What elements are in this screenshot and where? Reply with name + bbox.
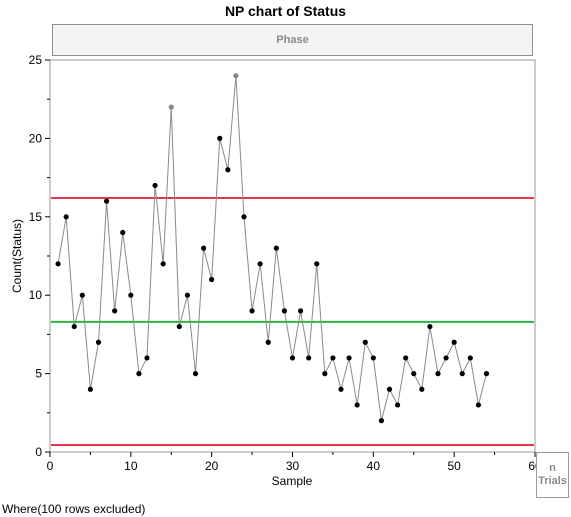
data-point xyxy=(459,371,465,377)
n-trials-label-n: n xyxy=(549,462,556,474)
y-tick-label: 20 xyxy=(29,131,43,145)
y-tick-label: 10 xyxy=(29,288,43,302)
data-point xyxy=(378,418,385,424)
data-point xyxy=(103,198,110,204)
data-point xyxy=(241,214,247,220)
data-point xyxy=(314,261,320,267)
data-point xyxy=(451,339,457,345)
data-point xyxy=(63,214,69,220)
data-point xyxy=(386,386,393,392)
data-point xyxy=(184,292,191,298)
data-point xyxy=(427,323,433,330)
data-point xyxy=(200,245,207,251)
x-tick-label: 30 xyxy=(286,459,300,473)
data-point xyxy=(281,308,288,314)
y-tick-label: 15 xyxy=(29,210,43,224)
y-tick-label: 5 xyxy=(35,367,42,381)
rows-excluded-note: Where(100 rows excluded) xyxy=(2,502,146,516)
data-point xyxy=(79,292,85,298)
phase-label: Phase xyxy=(276,34,309,46)
data-point xyxy=(176,323,182,330)
data-point xyxy=(394,402,401,408)
data-point xyxy=(217,135,223,141)
n-trials-label-trials: Trials xyxy=(538,475,567,487)
data-point xyxy=(144,355,150,361)
data-point-out-of-control xyxy=(233,73,239,79)
data-point xyxy=(112,308,118,314)
data-point xyxy=(475,402,482,408)
y-tick-label: 0 xyxy=(35,445,42,459)
data-point xyxy=(306,355,312,361)
data-point xyxy=(338,386,344,392)
x-tick-label: 40 xyxy=(367,459,381,473)
n-trials-box[interactable]: n Trials xyxy=(536,452,569,498)
data-point xyxy=(136,371,142,377)
phase-header[interactable]: Phase xyxy=(52,24,533,56)
data-point xyxy=(128,292,134,298)
data-point xyxy=(443,355,449,361)
data-point xyxy=(330,355,336,361)
data-point xyxy=(192,371,199,377)
data-point xyxy=(362,339,368,345)
data-point xyxy=(55,261,61,267)
data-point xyxy=(249,308,255,314)
data-point xyxy=(225,167,231,173)
y-tick-label: 25 xyxy=(29,53,43,67)
data-point xyxy=(297,308,304,314)
data-point xyxy=(120,229,126,236)
data-point xyxy=(95,339,102,345)
x-tick-label: 50 xyxy=(447,459,461,473)
data-point xyxy=(403,355,409,361)
data-point xyxy=(370,355,376,361)
x-axis-title: Sample xyxy=(272,474,313,488)
plot-frame xyxy=(49,59,536,453)
data-point xyxy=(322,371,328,377)
series-line xyxy=(57,75,487,421)
data-point xyxy=(273,245,279,251)
data-point-out-of-control xyxy=(168,104,174,110)
x-tick-label: 20 xyxy=(205,459,219,473)
data-point xyxy=(419,386,425,392)
data-point xyxy=(152,182,158,189)
data-point xyxy=(354,402,360,408)
chart-title: NP chart of Status xyxy=(224,3,347,19)
x-tick-label: 0 xyxy=(47,459,54,473)
data-point xyxy=(435,371,441,377)
data-point xyxy=(257,261,263,267)
data-point xyxy=(265,339,271,345)
data-point xyxy=(209,276,215,283)
data-point xyxy=(411,371,417,377)
x-tick-label: 10 xyxy=(124,459,138,473)
y-axis-title: Count(Status) xyxy=(10,219,24,293)
data-point xyxy=(87,386,94,392)
data-point xyxy=(160,261,166,267)
data-point xyxy=(346,355,352,361)
data-point xyxy=(289,355,296,361)
data-point xyxy=(483,371,490,377)
data-point xyxy=(71,323,77,330)
data-point xyxy=(467,355,473,361)
